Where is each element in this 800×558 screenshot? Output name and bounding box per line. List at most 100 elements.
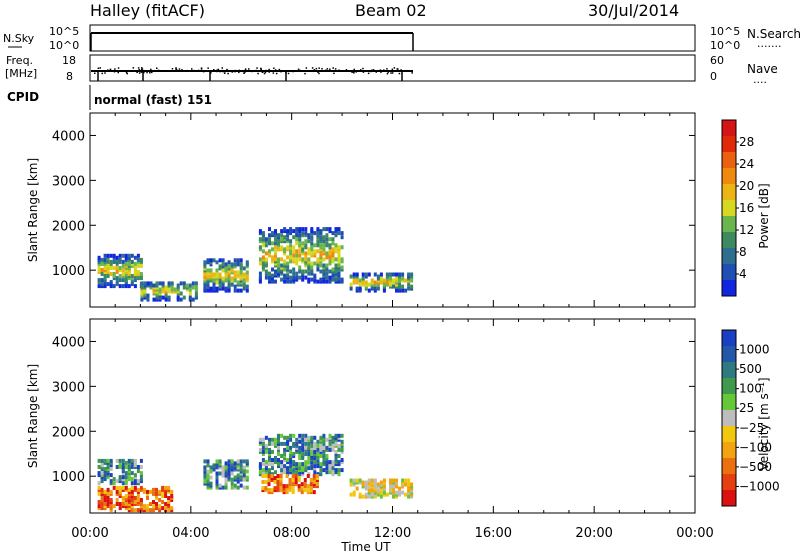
echo-cell: [118, 506, 122, 511]
freq-label-1: Freq.: [6, 54, 33, 67]
echo-cell: [203, 262, 207, 267]
echo-cell: [209, 258, 213, 263]
echo-cell: [337, 263, 341, 268]
nave-point: [175, 67, 177, 69]
echo-cell: [325, 454, 329, 458]
echo-cell: [106, 282, 110, 287]
echo-cell: [298, 253, 302, 258]
echo-cell: [298, 452, 302, 456]
nave-point: [243, 72, 245, 74]
echo-cell: [286, 470, 290, 475]
x-tick-label: 00:00: [71, 526, 108, 541]
nave-point: [99, 67, 101, 69]
echo-cell: [401, 284, 405, 289]
echo-cell: [370, 488, 374, 493]
echo-cell: [136, 253, 140, 258]
echo-cell: [283, 227, 287, 232]
echo-cell: [379, 480, 383, 485]
echo-cell: [139, 458, 143, 463]
echo-cell: [398, 272, 401, 277]
echo-cell: [115, 255, 119, 260]
echo-cell: [224, 461, 228, 466]
nave-point: [200, 67, 203, 69]
colorbar-tick-label: 100: [739, 382, 762, 396]
echo-cell: [271, 247, 274, 252]
echo-cell: [167, 508, 171, 513]
echo-cell: [376, 274, 380, 279]
echo-cell: [289, 227, 293, 232]
echo-cell: [152, 487, 155, 492]
echo-cell: [179, 281, 183, 286]
echo-cell: [322, 271, 326, 276]
echo-cell: [97, 278, 101, 283]
echo-cell: [280, 460, 284, 465]
echo-cell: [300, 482, 304, 487]
echo-cell: [379, 276, 383, 281]
echo-cell: [230, 465, 234, 470]
nave-point: [181, 69, 183, 71]
echo-cell: [301, 251, 305, 256]
nave-point: [261, 71, 264, 73]
echo-cell: [268, 456, 271, 460]
echo-cell: [261, 449, 265, 454]
echo-cell: [328, 275, 332, 280]
echo-cell: [264, 449, 268, 454]
echo-cell: [261, 255, 265, 260]
echo-cell: [280, 454, 284, 458]
echo-cell: [280, 237, 284, 242]
echo-cell: [325, 241, 329, 246]
echo-cell: [100, 471, 104, 476]
echo-cell: [233, 288, 237, 293]
echo-cell: [355, 272, 359, 277]
echo-cell: [267, 474, 271, 478]
echo-cell: [301, 441, 305, 446]
echo-cell: [143, 293, 147, 298]
echo-cell: [315, 482, 319, 487]
echo-cell: [307, 435, 311, 440]
echo-cell: [274, 241, 277, 246]
echo-cell: [319, 235, 323, 240]
echo-cell: [303, 488, 307, 493]
freq-right-tick-top: 60: [710, 54, 724, 67]
echo-cell: [274, 257, 277, 262]
echo-cell: [236, 288, 240, 293]
nave-point: [117, 67, 120, 69]
echo-cell: [292, 253, 296, 258]
echo-cell: [316, 447, 320, 452]
echo-cell: [97, 491, 101, 496]
echo-cell: [295, 462, 299, 467]
echo-cell: [289, 275, 293, 280]
echo-cell: [410, 488, 414, 493]
echo-cell: [130, 280, 134, 285]
echo-cell: [209, 465, 213, 470]
echo-cell: [294, 480, 298, 484]
echo-cell: [106, 263, 110, 268]
power-echoes: [97, 227, 414, 302]
echo-cell: [316, 460, 320, 465]
nsky-panel-frame: [89, 24, 696, 52]
echo-cell: [313, 460, 317, 465]
echo-cell: [115, 280, 119, 285]
echo-cell: [167, 283, 171, 288]
echo-cell: [283, 447, 287, 452]
echo-cell: [389, 272, 392, 277]
echo-cell: [115, 485, 119, 490]
echo-cell: [352, 478, 356, 483]
echo-cell: [261, 474, 265, 478]
echo-cell: [352, 272, 356, 277]
nave-point: [223, 72, 226, 74]
freq-left-tick-top: 18: [62, 54, 76, 67]
echo-cell: [313, 464, 317, 469]
echo-cell: [283, 261, 287, 266]
echo-cell: [103, 274, 107, 278]
echo-cell: [112, 259, 116, 264]
nave-point: [334, 68, 337, 70]
echo-cell: [385, 272, 389, 277]
echo-cell: [292, 468, 296, 473]
echo-cell: [289, 255, 293, 260]
echo-cell: [370, 492, 374, 497]
nave-point: [197, 70, 199, 72]
echo-cell: [133, 284, 137, 289]
echo-cell: [280, 441, 284, 446]
